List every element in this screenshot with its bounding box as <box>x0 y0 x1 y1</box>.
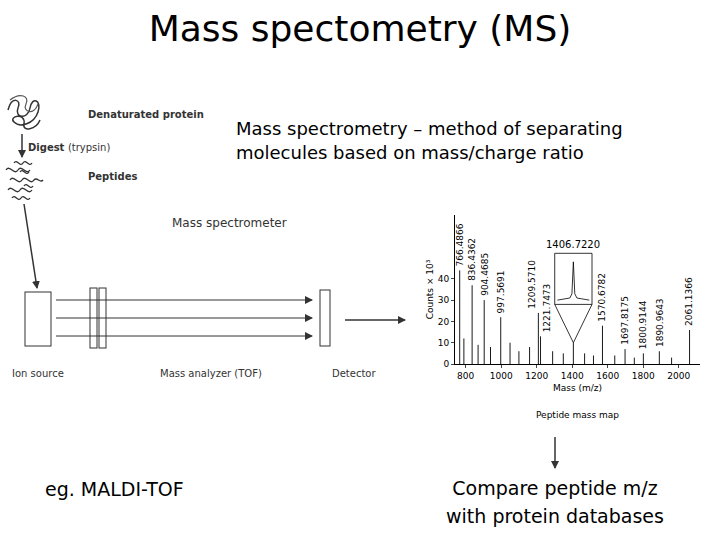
svg-text:904.4685: 904.4685 <box>480 253 490 296</box>
html-text:Mass spectometry (MS): Mass spectometry (MS) <box>148 8 572 49</box>
svg-text:30: 30 <box>438 295 450 305</box>
svg-text:836.4362: 836.4362 <box>467 238 477 281</box>
svg-text:1697.8175: 1697.8175 <box>620 296 630 345</box>
html-text:Detector: Detector <box>332 368 376 379</box>
html-text:Denaturated protein: Denaturated protein <box>88 109 204 120</box>
svg-text:2061.1366: 2061.1366 <box>684 277 694 326</box>
svg-text:1221.7473: 1221.7473 <box>542 284 552 333</box>
svg-text:1400: 1400 <box>561 371 584 381</box>
html-text:Mass analyzer (TOF): Mass analyzer (TOF) <box>160 368 262 379</box>
html-text:Mass spectrometry – method of: Mass spectrometry – method of separating <box>236 118 623 139</box>
svg-text:Counts × 10³: Counts × 10³ <box>425 259 435 319</box>
svg-text:Peptide mass map: Peptide mass map <box>536 410 619 420</box>
svg-text:1600: 1600 <box>596 371 619 381</box>
html-text:Peptides: Peptides <box>88 171 138 182</box>
html-text:Ion source: Ion source <box>12 368 64 379</box>
svg-text:1000: 1000 <box>490 371 513 381</box>
svg-text:800: 800 <box>457 371 474 381</box>
html-text:Compare peptide m/z: Compare peptide m/z <box>452 477 658 499</box>
svg-text:766.4866: 766.4866 <box>455 223 465 266</box>
svg-text:1406.7220: 1406.7220 <box>546 239 600 250</box>
svg-text:20: 20 <box>438 317 450 327</box>
html-text:eg. MALDI-TOF: eg. MALDI-TOF <box>45 478 184 500</box>
svg-text:1570.6782: 1570.6782 <box>597 273 607 322</box>
html-text:Mass spectrometer: Mass spectrometer <box>172 216 287 230</box>
svg-text:0: 0 <box>443 359 449 369</box>
html-text:Digest (trypsin): Digest (trypsin) <box>28 142 111 153</box>
svg-text:1890.9643: 1890.9643 <box>655 298 665 347</box>
svg-text:1209.5710: 1209.5710 <box>527 260 537 309</box>
html-text:with protein databases: with protein databases <box>446 505 664 527</box>
svg-text:997.5691: 997.5691 <box>496 270 506 313</box>
svg-text:Mass (m/z): Mass (m/z) <box>553 383 602 393</box>
svg-text:10: 10 <box>438 338 450 348</box>
svg-text:2000: 2000 <box>667 371 690 381</box>
svg-text:1800: 1800 <box>632 371 655 381</box>
html-text:molecules based on mass/charge: molecules based on mass/charge ratio <box>236 142 584 163</box>
svg-text:1800.9144: 1800.9144 <box>638 300 648 349</box>
svg-text:40: 40 <box>438 274 450 284</box>
svg-text:1200: 1200 <box>525 371 548 381</box>
